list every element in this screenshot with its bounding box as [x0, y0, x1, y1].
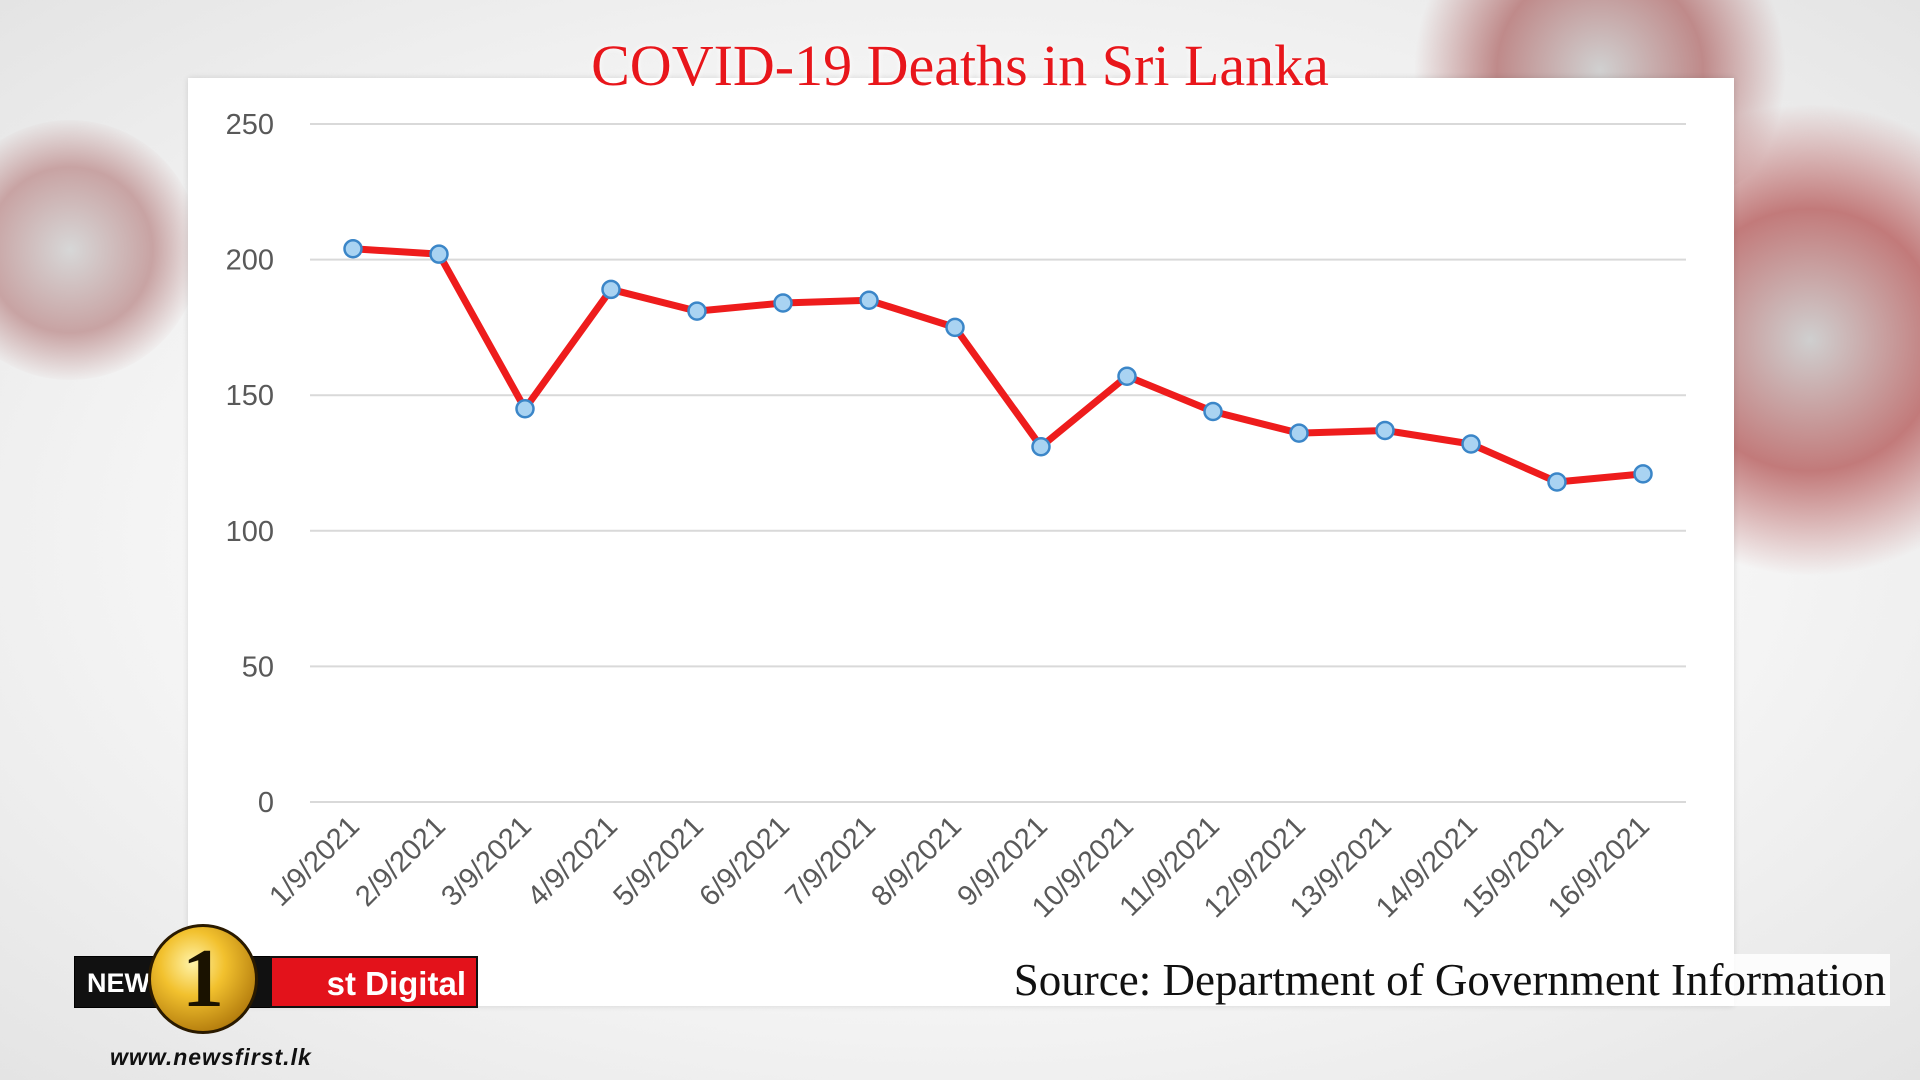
data-point [1461, 434, 1481, 454]
x-tick-label: 5/9/2021 [607, 810, 709, 912]
data-point [515, 399, 535, 419]
background-virus-left [0, 120, 200, 380]
data-point [945, 317, 965, 338]
data-point [859, 290, 879, 311]
y-tick-label: 200 [226, 245, 274, 277]
x-tick-label: 8/9/2021 [865, 810, 967, 912]
y-axis-ticks: 0 50 100 150 200 250 [226, 109, 274, 819]
series-points [343, 239, 1653, 492]
data-point [343, 239, 363, 259]
data-point [773, 293, 793, 313]
chart-title: COVID-19 Deaths in Sri Lanka [591, 33, 1329, 98]
newsfirst-logo: NEWS st Digital 1 [74, 924, 478, 1034]
source-caption: Source: Department of Government Informa… [1009, 954, 1890, 1006]
logo-number-badge: 1 [148, 924, 258, 1034]
x-tick-label: 7/9/2021 [779, 810, 881, 912]
data-point [1203, 401, 1223, 422]
x-tick-label: 2/9/2021 [349, 810, 451, 912]
chart-panel: 0 50 100 150 200 250 1/9/2021 2/9/2021 3/9/2021… [188, 78, 1734, 1006]
line-chart: 0 50 100 150 200 250 1/9/20212/9/20213/9/2021… [226, 109, 1686, 924]
series-line [349, 245, 1647, 486]
data-point [1375, 420, 1395, 441]
data-point [1117, 366, 1137, 386]
data-point [601, 279, 621, 300]
x-tick-label: 4/9/2021 [521, 810, 623, 912]
series-line-0 [349, 245, 1647, 486]
logo-digital-text: st Digital [270, 956, 478, 1008]
y-tick-label: 150 [226, 380, 274, 412]
x-tick-label: 3/9/2021 [435, 810, 537, 912]
data-point [1633, 464, 1653, 484]
data-point [1031, 436, 1051, 457]
x-tick-label: 6/9/2021 [693, 810, 795, 912]
x-tick-label: 1/9/2021 [263, 810, 365, 912]
y-tick-label: 0 [258, 787, 274, 819]
y-tick-label: 50 [242, 651, 274, 683]
x-axis-ticks: 1/9/20212/9/20213/9/20214/9/20215/9/2021… [263, 810, 1655, 924]
data-point [1547, 472, 1567, 492]
data-point [1289, 423, 1309, 443]
logo-url: www.newsfirst.lk [110, 1044, 312, 1070]
data-point [429, 244, 449, 264]
y-tick-label: 100 [226, 516, 274, 548]
gridlines [310, 123, 1686, 803]
y-tick-label: 250 [226, 109, 274, 141]
data-point [687, 301, 707, 321]
